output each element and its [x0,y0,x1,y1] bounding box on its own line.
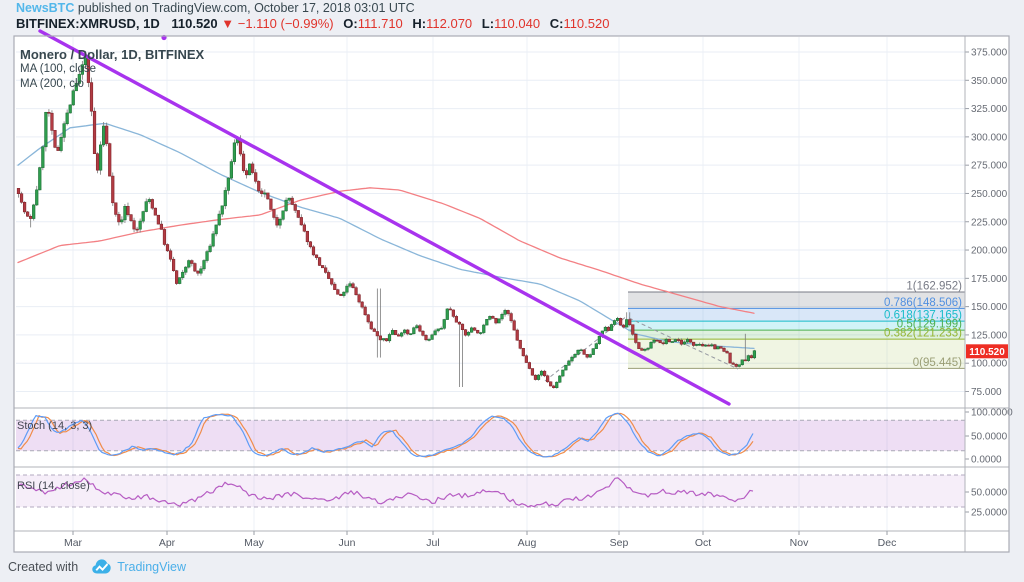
price-axis-label: 275.000 [971,161,1008,172]
fib-level-label: 0.5(129.199) [897,319,962,331]
time-axis[interactable]: Mar Apr May Jun Jul Aug Sep Oct Nov Dec [64,531,896,549]
price-axis-label: 350.000 [971,76,1008,87]
symbol-name[interactable]: BITFINEX:XMRUSD, 1D [16,16,160,31]
month-label: Apr [159,537,176,549]
price-axis-label: 200.000 [971,246,1008,257]
price-axis-label: 375.000 [971,48,1008,59]
attribution-line: NewsBTC published on TradingView.com, Oc… [16,1,415,15]
symbol-info-bar: BITFINEX:XMRUSD, 1D 110.520 ▼ −1.110 (−0… [16,16,609,31]
attribution-text: published on TradingView.com, October 17… [74,1,415,15]
candles [16,50,757,389]
price-axis-label: 225.000 [971,217,1008,228]
close-value: 110.520 [563,16,610,31]
rsi-line [17,477,754,508]
ma100-legend[interactable]: MA (100, close [20,63,97,75]
stoch-d-line [17,412,754,458]
month-label: Jun [339,537,356,549]
month-label: Mar [64,537,83,549]
price-change: ▼ −1.110 (−0.99%) [221,16,334,31]
price-axis-label: 300.000 [971,132,1008,143]
chart-widget-bg [14,36,1009,552]
fib-band [628,321,965,331]
footer: Created with TradingView [8,559,186,574]
svg-text:110.520: 110.520 [969,347,1005,358]
rsi-indicator-label[interactable]: RSI (14, close) [17,480,90,492]
high-label: H: [412,16,427,31]
price-axis-label: 100.000 [971,359,1008,370]
fib-band [628,330,965,340]
fib-level-label: 0(95.445) [913,357,962,369]
last-price: 110.520 [171,16,218,31]
dashed-trend-segment[interactable] [544,315,628,382]
oscillator-axis-label: 50.0000 [971,488,1008,499]
price-axis-label: 250.000 [971,189,1008,200]
rsi-panel[interactable]: 50.0000 25.0000 [16,474,1008,519]
stoch-indicator-label[interactable]: Stoch (14, 3, 3) [17,420,93,432]
open-label: O: [343,16,358,31]
price-axis-label: 75.000 [971,387,1002,398]
month-label: Jul [426,537,439,549]
low-value: 110.040 [494,16,541,31]
ma200-legend[interactable]: MA (200, clo [20,78,84,90]
chart-title: Monero / Dollar, 1D, BITFINEX [20,47,205,62]
descending-trendline[interactable] [38,29,731,406]
fib-band [628,308,965,322]
oscillator-axis-label: 25.0000 [971,508,1008,519]
tradingview-link[interactable]: TradingView [117,559,186,574]
month-label: Dec [878,537,897,549]
newsbtc-link[interactable]: NewsBTC [16,1,75,15]
dashed-trend-segment[interactable] [628,317,739,370]
stoch-k-line [17,412,754,458]
created-with-text: Created with [8,559,79,574]
high-value: 112.070 [426,16,473,31]
month-label: Aug [518,537,537,549]
stoch-panel[interactable]: 100.0000 50.0000 0.0000 [16,408,1013,466]
price-axis-label: 150.000 [971,302,1008,313]
fib-level-label: 0.786(148.506) [884,297,962,309]
fib-level-label: 0.618(137.165) [884,310,962,322]
fib-level-label: 0.382(121.233) [884,328,962,340]
ma200-line[interactable] [17,187,755,314]
price-axis-label: 325.000 [971,104,1008,115]
chart-widget-border [13,35,1010,553]
fib-level-label: 1(162.952) [906,280,962,292]
month-label: May [244,537,265,549]
price-axis-label: 175.000 [971,274,1008,285]
tradingview-logo-icon [92,559,111,574]
month-label: Oct [695,537,711,549]
month-label: Nov [790,537,809,549]
low-label: L: [481,16,495,31]
month-label: Sep [610,537,629,549]
oscillator-axis-label: 100.0000 [971,408,1013,419]
open-value: 111.710 [357,16,403,31]
oscillator-axis-label: 50.0000 [971,432,1008,443]
oscillator-axis-label: 0.0000 [971,455,1002,466]
close-label: C: [549,16,564,31]
price-axis-label: 125.000 [971,330,1008,341]
fib-retracement[interactable]: 1(162.952)0.786(148.506)0.618(137.165)0.… [628,280,965,369]
current-price-badge: 110.520 [966,344,1008,359]
